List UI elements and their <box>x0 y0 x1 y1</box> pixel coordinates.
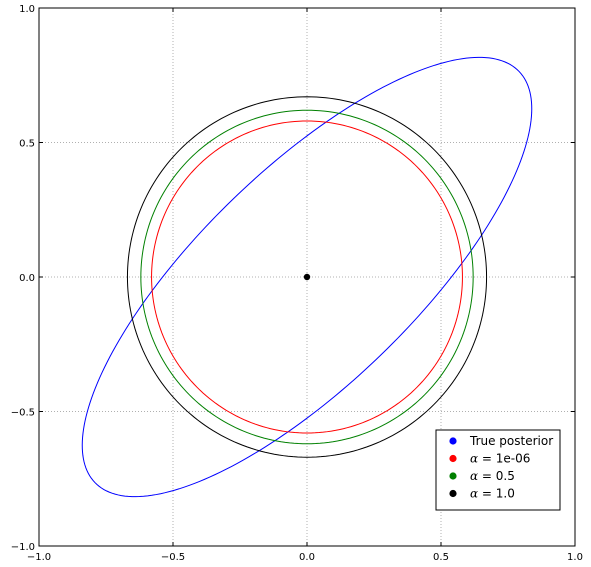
series-curve <box>140 109 474 445</box>
x-tick-label: 0.5 <box>433 552 449 563</box>
legend-marker <box>449 437 457 445</box>
series-curve <box>126 96 488 458</box>
y-tick-labels: −1.0 −0.5 0.0 0.5 1.0 <box>11 4 35 553</box>
plot-frame <box>38 7 576 547</box>
legend-marker <box>449 489 457 498</box>
y-tick-label: 0.5 <box>19 139 35 150</box>
legend-label: α = 1.0 <box>470 487 515 501</box>
legend-marker <box>449 454 457 463</box>
legend: True posterior α = 1e-06 α = 0.5 α = 1.0 <box>435 429 561 511</box>
y-tick-label: 1.0 <box>19 4 35 15</box>
legend-label: α = 1e-06 <box>470 452 530 466</box>
x-tick-labels: −1.0 −0.5 0.0 0.5 1.0 <box>27 552 583 563</box>
x-tick-label: 0.0 <box>299 552 315 563</box>
legend-label: α = 0.5 <box>470 469 515 483</box>
y-tick-label: −1.0 <box>11 542 35 553</box>
y-tick-label: −0.5 <box>11 408 35 419</box>
series-curve <box>151 120 463 434</box>
center-point <box>303 273 311 281</box>
legend-box <box>435 429 561 511</box>
series-curve <box>81 56 533 498</box>
legend-marker <box>449 472 457 480</box>
x-tick-label: −0.5 <box>161 552 185 563</box>
legend-label: True posterior <box>469 434 553 448</box>
x-tick-label: −1.0 <box>27 552 51 563</box>
x-tick-label: 1.0 <box>567 552 583 563</box>
series-curves <box>81 56 533 498</box>
y-tick-label: 0.0 <box>19 273 35 284</box>
